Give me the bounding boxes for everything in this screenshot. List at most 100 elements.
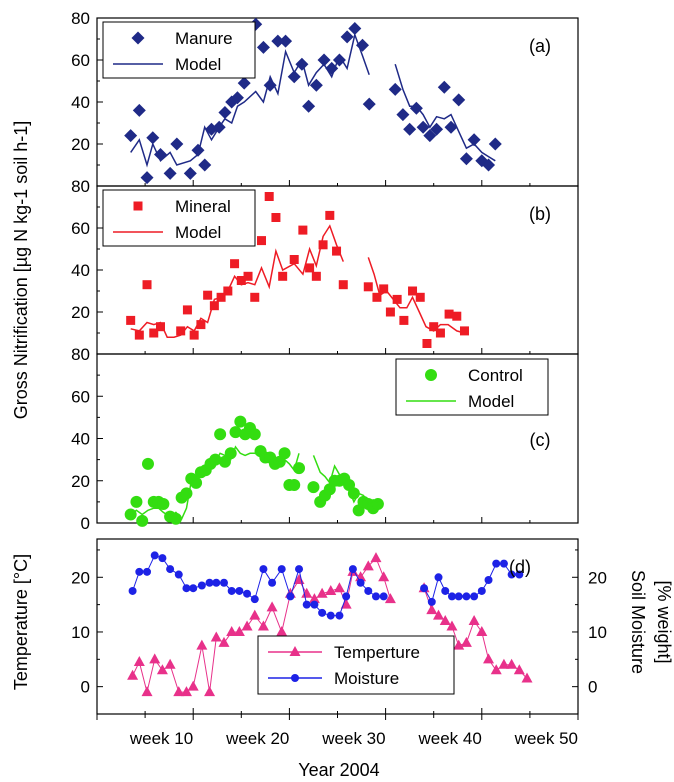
data-point	[372, 292, 382, 302]
data-point	[316, 587, 328, 598]
data-point	[156, 664, 168, 675]
data-point	[426, 604, 438, 615]
data-point	[492, 559, 501, 568]
data-point	[155, 322, 165, 332]
data-point	[182, 305, 192, 315]
data-point	[183, 166, 197, 180]
data-point	[434, 573, 443, 582]
panel-label: (a)	[529, 36, 551, 56]
data-point	[243, 589, 252, 598]
data-point	[403, 122, 417, 136]
data-point	[197, 581, 206, 590]
y-tick-label: 10	[71, 623, 90, 642]
panel-c: 0 20 40 60 80 (c) Control Model	[71, 345, 579, 533]
data-point	[237, 76, 251, 90]
data-point	[234, 415, 247, 428]
data-point	[230, 259, 240, 269]
data-point	[295, 565, 304, 574]
data-point	[124, 508, 137, 521]
data-point	[429, 322, 439, 332]
data-point	[166, 565, 175, 574]
y-axis-title-nitrification: Gross Nitrification [µg N kg-1 soil h-1]	[11, 121, 31, 419]
data-point	[219, 578, 228, 587]
data-point	[164, 658, 176, 669]
data-point	[506, 658, 518, 669]
data-point	[157, 497, 170, 510]
panel-b: 20 40 60 80 (b) Mineral Model	[71, 177, 579, 355]
data-point	[384, 593, 396, 604]
data-point	[189, 584, 198, 593]
data-point	[287, 70, 301, 84]
data-point	[379, 592, 388, 601]
data-point	[420, 584, 429, 593]
data-point	[198, 158, 212, 172]
data-point	[513, 664, 525, 675]
panel-label: (c)	[530, 430, 551, 450]
y-axis-title-temperature: Temperature [°C]	[11, 554, 31, 690]
data-point	[415, 292, 425, 302]
data-point	[133, 656, 145, 667]
data-point	[385, 307, 395, 317]
legend-label: Model	[468, 392, 514, 411]
data-point	[277, 565, 286, 574]
series-model	[130, 224, 465, 338]
legend-label: Control	[468, 366, 523, 385]
data-point	[396, 108, 410, 122]
data-point	[333, 582, 345, 593]
data-point	[370, 552, 382, 563]
data-point	[257, 236, 267, 246]
series-line	[367, 257, 465, 334]
data-point	[483, 653, 495, 664]
data-point	[259, 565, 268, 574]
data-point	[236, 276, 246, 285]
data-point	[141, 457, 154, 470]
data-point	[433, 609, 445, 620]
data-point	[136, 514, 149, 527]
data-point	[210, 631, 222, 642]
y-right-tick-label: 0	[588, 678, 597, 697]
data-point	[189, 330, 199, 340]
data-point	[488, 137, 502, 151]
data-point	[266, 601, 278, 612]
data-point	[444, 120, 458, 134]
data-point	[356, 578, 365, 587]
data-point	[392, 294, 402, 304]
data-point	[378, 571, 390, 582]
data-point	[271, 213, 281, 222]
data-point	[460, 636, 472, 647]
data-point	[128, 586, 137, 595]
data-point	[302, 99, 316, 113]
data-point	[363, 282, 373, 292]
data-point	[176, 326, 186, 336]
data-point	[130, 495, 143, 508]
data-point	[249, 609, 261, 620]
data-point	[430, 122, 444, 136]
y-tick-label: 20	[71, 472, 90, 491]
data-point	[149, 328, 159, 338]
data-point	[452, 311, 462, 321]
legend: Temperture Moisture	[257, 635, 455, 695]
panel-label: (d)	[509, 557, 531, 577]
data-point	[484, 576, 493, 585]
data-point	[174, 570, 183, 579]
data-point	[126, 315, 136, 325]
legend: Manure Model	[102, 21, 256, 79]
data-point	[140, 171, 154, 185]
data-point	[340, 598, 352, 609]
data-point	[427, 597, 436, 606]
data-point	[132, 103, 146, 117]
y-tick-label: 0	[81, 514, 90, 533]
data-point	[227, 586, 236, 595]
data-point	[135, 567, 144, 576]
y-tick-label: 60	[71, 51, 90, 70]
y-tick-label: 60	[71, 387, 90, 406]
legend-swatch-marker	[425, 369, 437, 381]
data-point	[143, 567, 152, 576]
data-point	[250, 595, 259, 604]
data-point	[409, 101, 423, 115]
y-tick-label: 60	[71, 219, 90, 238]
x-tick-label: week 40	[417, 729, 481, 748]
x-tick-label: week 20	[225, 729, 289, 748]
y-axis-title-moisture-line1: Soil Moisture	[628, 570, 648, 674]
x-tick-label: week 50	[514, 729, 578, 748]
